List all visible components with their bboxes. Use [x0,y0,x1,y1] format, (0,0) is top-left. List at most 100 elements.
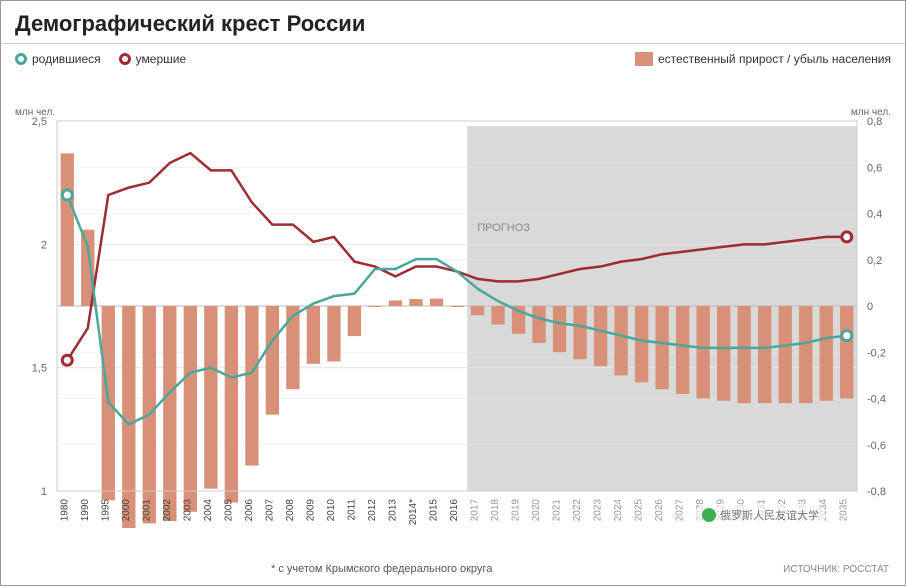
bar [163,306,176,521]
x-tick: 2003 [182,499,193,522]
x-tick: 2011 [346,499,357,521]
x-tick: 2006 [244,499,255,522]
watermark-text: 俄罗斯人民友谊大学 [720,507,819,523]
x-tick: 2035 [839,499,850,522]
source-label: ИСТОЧНИК: РОССТАТ [783,564,889,575]
bar [758,306,771,403]
x-tick: 2014* [408,499,419,525]
x-tick: 2007 [264,499,275,522]
y-right-tick: 0,4 [867,209,882,221]
bar [655,306,668,389]
bar [738,306,751,403]
y-left-tick: 2 [41,239,47,251]
x-tick: 2016 [449,499,460,522]
x-tick: 2002 [162,499,173,522]
bar [471,306,484,315]
bar [553,306,566,352]
bar [532,306,545,343]
x-tick: 2004 [203,499,214,522]
line-marker [842,232,852,242]
chart-container: Демографический крест России родившиеся … [0,0,906,586]
x-tick: 2024 [613,499,624,522]
bar [635,306,648,382]
chart-title: Демографический крест России [1,1,905,44]
bar [594,306,607,366]
x-tick: 2022 [572,499,583,522]
bar [307,306,320,364]
born-marker-icon [15,53,27,65]
x-tick: 2018 [490,499,501,522]
x-tick: 2021 [552,499,563,522]
x-tick: 2005 [223,499,234,522]
bar [389,300,402,306]
bar [450,306,463,307]
x-tick: 2010 [326,499,337,522]
x-tick: 2015 [428,499,439,522]
x-tick: 2013 [387,499,398,522]
bar [409,299,422,306]
bar [820,306,833,401]
y-right-tick: -0,4 [867,394,886,406]
x-tick: 2025 [634,499,645,522]
legend-natural: естественный прирост / убыль населения [635,52,891,66]
line-marker [62,355,72,365]
bar [799,306,812,403]
bar [779,306,792,403]
bar [840,306,853,399]
line-marker [842,331,852,341]
y-right-tick: -0,2 [867,347,886,359]
bar [225,306,238,503]
x-tick: 2008 [285,499,296,522]
x-tick: 2020 [531,499,542,522]
natural-swatch-icon [635,52,653,66]
bar [491,306,504,325]
x-tick: 2001 [141,499,152,522]
watermark: 俄罗斯人民友谊大学 [696,505,825,525]
bar [348,306,361,336]
bar [61,153,74,306]
y-left-tick: 1,5 [32,363,47,375]
y-right-tick: -0,8 [867,486,886,498]
y-left-tick: 2,5 [32,116,47,128]
x-tick: 2023 [593,499,604,522]
bar [286,306,299,389]
legend: родившиеся умершие естественный прирост … [1,44,905,70]
x-tick: 1990 [80,499,91,522]
x-tick: 2026 [654,499,665,522]
wechat-icon [702,508,716,522]
x-tick: 1980 [59,499,70,522]
forecast-label: ПРОГНОЗ [477,222,530,234]
y-right-tick: 0,8 [867,116,882,128]
bar [266,306,279,415]
x-tick: 2017 [470,499,481,522]
legend-died-label: умершие [136,52,186,66]
legend-born: родившиеся [15,52,101,66]
y-right-tick: 0,6 [867,162,882,174]
bar [122,306,135,528]
bar [245,306,258,466]
bar [204,306,217,489]
bar [327,306,340,362]
footnote: * с учетом Крымского федерального округа [271,563,492,575]
bar [368,306,381,307]
legend-born-label: родившиеся [32,52,101,66]
legend-natural-label: естественный прирост / убыль населения [658,52,891,66]
x-tick: 2009 [305,499,316,522]
x-tick: 2000 [121,499,132,522]
died-marker-icon [119,53,131,65]
bar [717,306,730,401]
bar [676,306,689,394]
y-right-tick: 0 [867,301,873,313]
x-tick: 2027 [675,499,686,522]
bar [573,306,586,359]
y-right-tick: 0,2 [867,255,882,267]
x-tick: 1995 [100,499,111,522]
bar [430,299,443,306]
bar [184,306,197,512]
y-right-tick: -0,6 [867,440,886,452]
bar [614,306,627,375]
line-marker [62,190,72,200]
x-tick: 2019 [511,499,522,522]
x-tick: 2012 [367,499,378,522]
y-left-tick: 1 [41,486,47,498]
